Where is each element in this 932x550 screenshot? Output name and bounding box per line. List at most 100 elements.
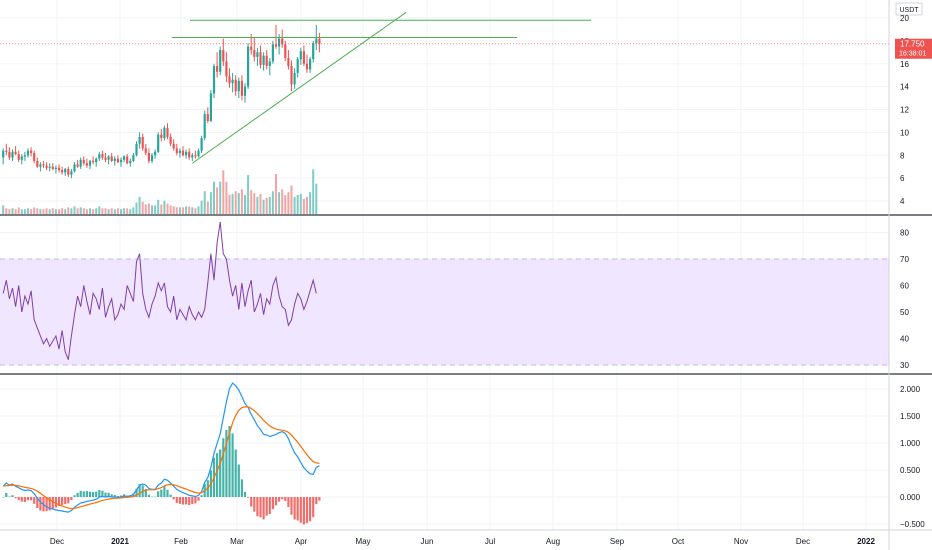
macd-histogram-bar <box>281 497 284 500</box>
macd-histogram <box>2 426 321 525</box>
volume-bar <box>42 209 45 214</box>
volume-bar <box>8 209 11 214</box>
candle-body <box>39 164 42 167</box>
price-axis-tick: 20 <box>900 14 909 23</box>
volume-bar <box>219 181 222 214</box>
candle <box>200 135 203 153</box>
candle-body <box>191 155 194 158</box>
candle-body <box>256 52 259 57</box>
candle <box>222 38 225 67</box>
volume-bar <box>309 192 312 214</box>
macd-histogram-bar <box>70 497 73 501</box>
candle-body <box>82 159 85 164</box>
drawings[interactable] <box>0 11 889 164</box>
macd-histogram-bar <box>178 497 181 504</box>
candle <box>26 148 30 158</box>
macd-histogram-bar <box>14 497 17 499</box>
candle <box>57 164 61 173</box>
candle <box>290 60 293 92</box>
price-axis-tick: 12 <box>900 106 909 115</box>
candle <box>274 24 278 49</box>
price-axis-tick: 14 <box>900 83 909 92</box>
candle <box>231 72 234 93</box>
volume-bar <box>203 191 206 214</box>
candle-body <box>54 167 57 169</box>
volume-bar <box>234 191 237 214</box>
candle <box>312 40 315 63</box>
candle-body <box>309 59 312 70</box>
candle <box>36 157 39 168</box>
volume-bar <box>33 207 36 214</box>
macd-histogram-bar <box>11 495 14 497</box>
time-axis-label: May <box>355 537 370 546</box>
price-axis-tick: 2.000 <box>900 385 921 394</box>
currency-badge[interactable]: USDT <box>895 2 923 16</box>
candle <box>110 152 113 163</box>
candle-body <box>107 156 110 160</box>
candle <box>293 68 296 89</box>
candle <box>163 125 166 141</box>
candle <box>126 154 129 165</box>
volume-bar <box>48 209 51 214</box>
candle-body <box>312 43 315 60</box>
macd-histogram-bar <box>110 494 113 497</box>
pane-dividers[interactable] <box>0 214 932 375</box>
candle-body <box>141 136 144 149</box>
candle-body <box>181 150 185 156</box>
volume-bar <box>89 208 91 214</box>
time-axis[interactable]: Dec 2021 Feb Mar Apr May Jun Jul Aug Sep Oct Nov Dec… <box>50 537 876 546</box>
macd-histogram-bar <box>119 495 123 497</box>
volume-bar <box>30 209 33 214</box>
macd-histogram-bar <box>234 449 237 497</box>
candle <box>54 165 57 174</box>
macd-histogram-bar <box>231 433 234 497</box>
last-price-label[interactable]: 17.750 16:38:01 <box>895 38 932 59</box>
macd-histogram-bar <box>5 492 8 497</box>
time-axis-label: Jul <box>485 537 495 546</box>
macd-histogram-bar <box>33 497 36 504</box>
candle <box>188 148 191 160</box>
macd-histogram-bar <box>299 497 302 523</box>
macd-histogram-bar <box>262 497 265 520</box>
volume-bar <box>315 183 318 214</box>
volume-bar <box>14 209 17 214</box>
candle-body <box>219 50 222 72</box>
macd-histogram-bar <box>312 497 315 518</box>
volume-bar <box>216 187 219 214</box>
candle <box>119 157 123 167</box>
candle-body <box>70 171 73 175</box>
bar-countdown: 16:38:01 <box>899 51 926 58</box>
candle <box>17 150 20 163</box>
candle-body <box>222 50 225 62</box>
candle-body <box>274 44 278 47</box>
volume-bar <box>113 209 116 214</box>
volume-bar <box>163 200 166 214</box>
candle-body <box>2 150 5 158</box>
volume-bar <box>17 207 20 214</box>
volume-bar <box>126 208 129 214</box>
candle-body <box>203 114 206 139</box>
macd-histogram-bar <box>54 497 57 508</box>
volume-bar <box>268 196 271 214</box>
candle-body <box>287 58 290 67</box>
candle <box>107 155 110 165</box>
time-axis-label: Mar <box>230 537 244 546</box>
candle <box>116 155 119 164</box>
volume-bar <box>36 208 39 214</box>
candle <box>82 156 85 166</box>
macd-histogram-bar <box>147 494 150 497</box>
candle <box>243 83 247 103</box>
volume-bar <box>213 181 215 214</box>
candle-body <box>126 156 129 164</box>
volume-bar <box>284 195 287 214</box>
volume-bar <box>293 196 296 214</box>
macd-histogram-bar <box>64 497 67 505</box>
macd-histogram-bar <box>197 497 200 501</box>
candle-body <box>116 158 119 163</box>
candle-body <box>76 164 79 167</box>
candle <box>150 152 154 164</box>
macd-histogram-bar <box>219 449 222 497</box>
ascending-trendline[interactable] <box>192 11 407 164</box>
